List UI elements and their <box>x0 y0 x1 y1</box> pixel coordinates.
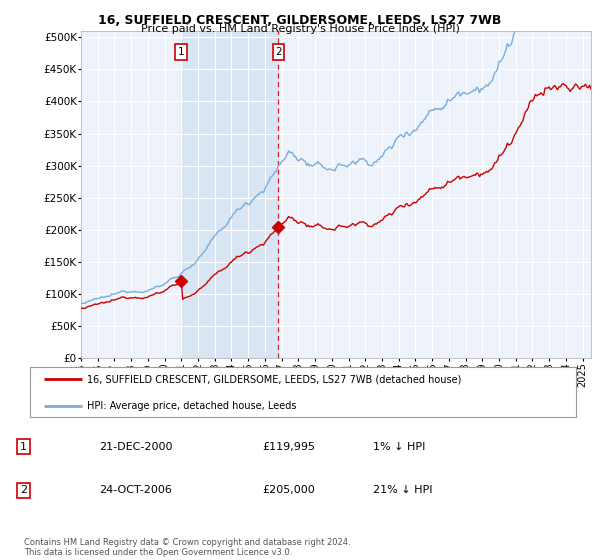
Text: HPI: Average price, detached house, Leeds: HPI: Average price, detached house, Leed… <box>88 401 297 411</box>
Text: 1: 1 <box>178 47 185 57</box>
Text: 2: 2 <box>20 486 27 496</box>
Text: 21% ↓ HPI: 21% ↓ HPI <box>373 486 432 496</box>
Text: Contains HM Land Registry data © Crown copyright and database right 2024.
This d: Contains HM Land Registry data © Crown c… <box>24 538 350 557</box>
Text: 16, SUFFIELD CRESCENT, GILDERSOME, LEEDS, LS27 7WB (detached house): 16, SUFFIELD CRESCENT, GILDERSOME, LEEDS… <box>88 375 462 384</box>
Text: Price paid vs. HM Land Registry's House Price Index (HPI): Price paid vs. HM Land Registry's House … <box>140 24 460 34</box>
Text: 1% ↓ HPI: 1% ↓ HPI <box>373 441 425 451</box>
Text: 24-OCT-2006: 24-OCT-2006 <box>99 486 172 496</box>
Text: £205,000: £205,000 <box>262 486 315 496</box>
Text: 2: 2 <box>275 47 282 57</box>
Text: £119,995: £119,995 <box>262 441 315 451</box>
FancyBboxPatch shape <box>30 367 576 417</box>
Text: 1: 1 <box>20 441 27 451</box>
Text: 16, SUFFIELD CRESCENT, GILDERSOME, LEEDS, LS27 7WB: 16, SUFFIELD CRESCENT, GILDERSOME, LEEDS… <box>98 14 502 27</box>
Text: 21-DEC-2000: 21-DEC-2000 <box>99 441 173 451</box>
Bar <box>181 31 278 358</box>
